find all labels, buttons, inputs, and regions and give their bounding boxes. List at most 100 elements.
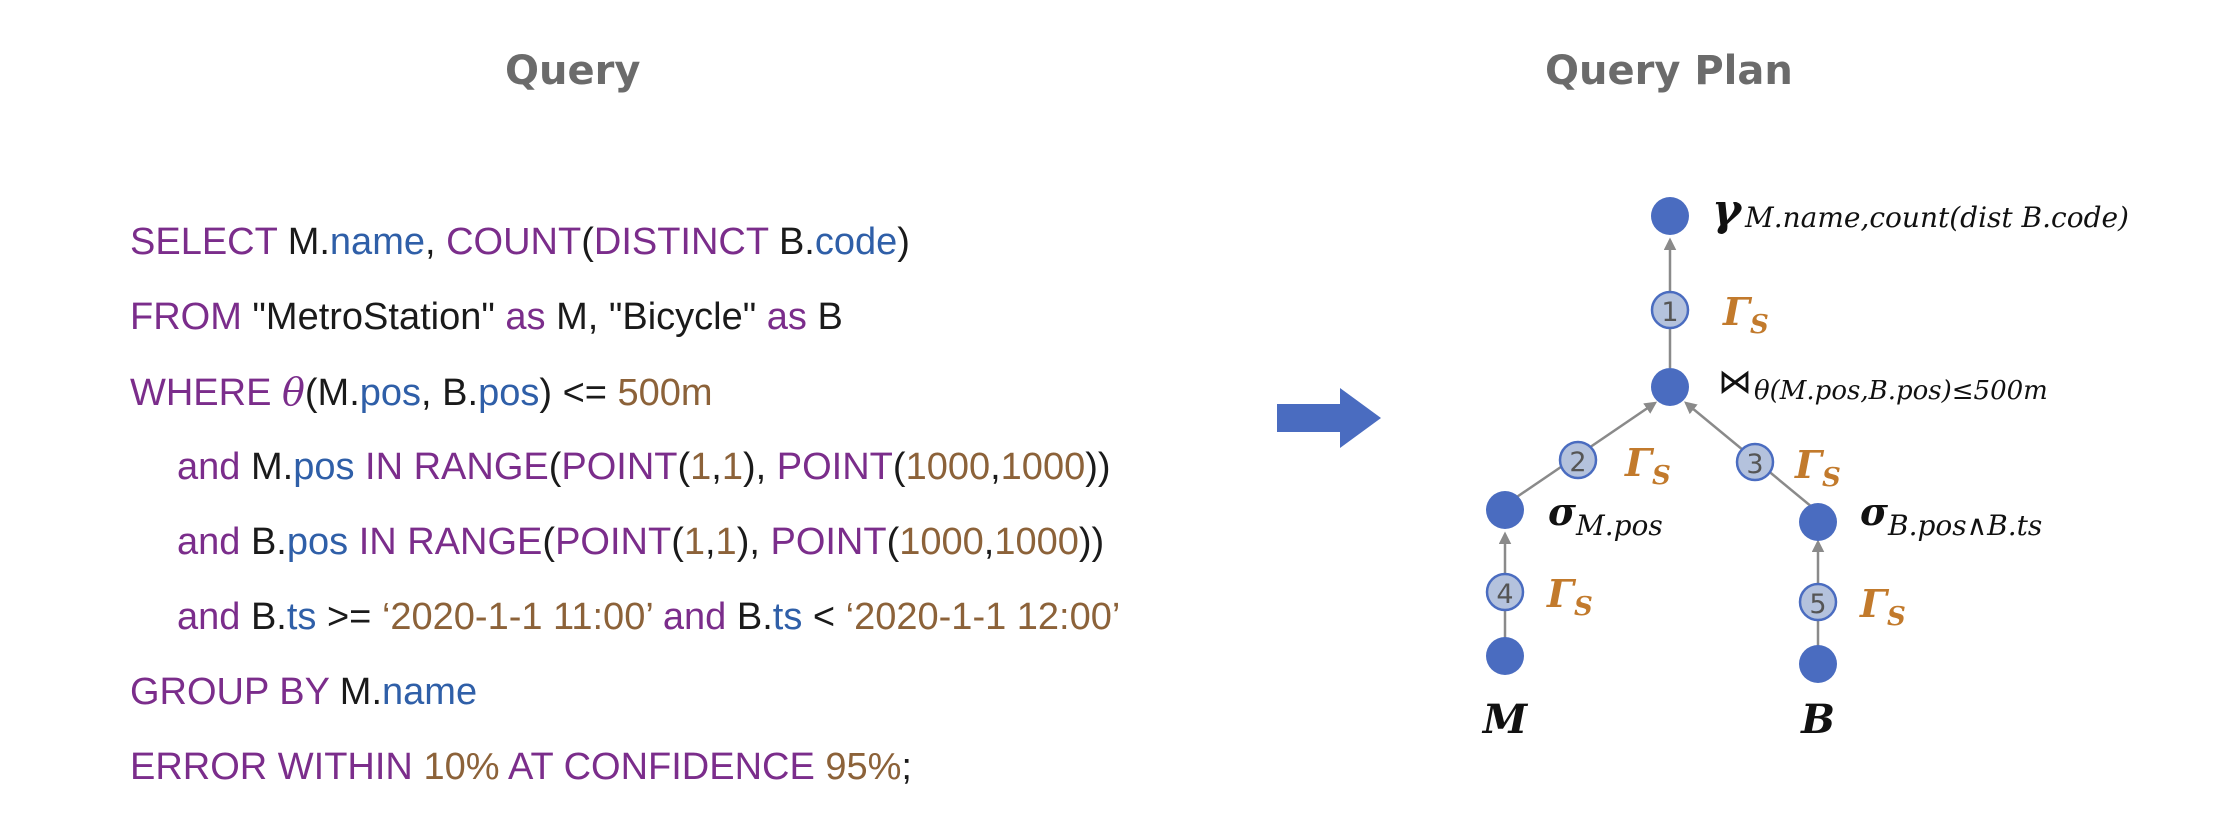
sql-token: 1000 — [994, 521, 1079, 563]
sql-token: < — [802, 596, 846, 638]
sql-token: POINT — [776, 446, 893, 488]
sql-token: ) — [897, 221, 910, 263]
gamma-label-3: ΓS — [1794, 442, 1841, 493]
sql-token: POINT — [770, 521, 887, 563]
sql-line-select: SELECT M.name, COUNT(DISTINCT B.code) — [130, 205, 1120, 280]
sql-token: 1000 — [1000, 446, 1086, 488]
select-b-symbol: σ — [1860, 489, 1889, 534]
sql-token: M, "Bicycle" — [545, 296, 767, 338]
sql-token: and — [177, 521, 241, 563]
sql-token: ; — [901, 746, 912, 788]
sql-token: )) — [1078, 521, 1105, 563]
sql-token: 1 — [683, 521, 705, 563]
sql-token: , — [711, 446, 722, 488]
sql-token: WHERE — [130, 372, 282, 414]
gamma-symbol: Γ — [1546, 571, 1577, 616]
select-m-label: σM.pos — [1548, 489, 1663, 542]
badge-2-label: 2 — [1569, 447, 1586, 478]
badge-3-label: 3 — [1746, 449, 1763, 480]
node-join — [1651, 368, 1689, 406]
gamma-subscript: S — [1750, 310, 1769, 340]
sql-token: name — [382, 671, 478, 713]
sql-token: pos — [478, 372, 540, 414]
badge-3: 3 — [1735, 442, 1775, 482]
sql-token: ‘2020-1-1 12:00’ — [845, 596, 1121, 638]
sql-token: (M. — [304, 372, 360, 414]
sql-token: 10% — [423, 746, 500, 788]
sql-token: 1 — [715, 521, 737, 563]
badge-1-label: 1 — [1661, 297, 1678, 328]
badge-5: 5 — [1798, 582, 1838, 622]
gamma-symbol: Γ — [1859, 581, 1890, 626]
sql-token: ( — [671, 521, 684, 563]
join-symbol: ⋈ — [1718, 362, 1752, 402]
sql-token: B. — [726, 596, 773, 638]
sql-line-from: FROM "MetroStation" as M, "Bicycle" as B — [130, 280, 1120, 355]
sql-token: M. — [329, 671, 383, 713]
gamma-label-5: ΓS — [1859, 581, 1906, 632]
sql-token: ( — [548, 446, 562, 488]
sql-token: B. — [768, 221, 815, 263]
sql-token: IN RANGE — [354, 446, 549, 488]
sql-token: 1 — [690, 446, 712, 488]
sql-token: as — [766, 296, 807, 338]
badge-2: 2 — [1558, 440, 1598, 480]
sql-token: POINT — [555, 521, 672, 563]
sql-token: ( — [677, 446, 691, 488]
gamma-subscript: S — [1574, 592, 1593, 622]
join-label: ⋈θ(M.pos,B.pos)≤500m — [1718, 362, 2048, 406]
sql-token: pos — [286, 521, 349, 563]
sql-token: code — [814, 221, 898, 263]
leaf-b-label: B — [1800, 696, 1835, 743]
sql-token: ts — [286, 596, 317, 638]
gamma-label-2: ΓS — [1624, 440, 1671, 491]
select-b-label: σB.pos∧B.ts — [1860, 489, 2042, 542]
sql-token: ts — [772, 596, 803, 638]
sql-token: AT CONFIDENCE — [499, 746, 826, 788]
gamma-symbol: Γ — [1794, 442, 1825, 487]
sql-token: >= — [316, 596, 382, 638]
sql-token: ( — [581, 221, 594, 263]
sql-token: 1000 — [905, 446, 991, 488]
sql-token: , — [424, 221, 447, 263]
query-plan-title: Query Plan — [1545, 48, 1793, 94]
node-leaf-b — [1799, 645, 1837, 683]
sql-line-m-range: and M.pos IN RANGE(POINT(1,1), POINT(100… — [130, 430, 1120, 505]
node-select-m — [1486, 491, 1524, 529]
sql-token: 95% — [825, 746, 902, 788]
aggregate-symbol: γ — [1712, 185, 1743, 236]
sql-token: and — [652, 596, 727, 638]
sql-token: 1000 — [899, 521, 984, 563]
node-select-b — [1799, 503, 1837, 541]
sql-token: GROUP BY — [130, 671, 330, 713]
sql-token: POINT — [561, 446, 678, 488]
sql-token: ) <= — [539, 372, 618, 414]
sql-token: 1 — [721, 446, 743, 488]
gamma-symbol: Γ — [1624, 440, 1655, 485]
sql-line-group-by: GROUP BY M.name — [130, 655, 1120, 730]
sql-token: COUNT — [446, 221, 582, 263]
node-aggregate — [1651, 197, 1689, 235]
sql-line-where: WHERE θ(M.pos, B.pos) <= 500m — [130, 355, 1120, 430]
select-m-symbol: σ — [1548, 489, 1577, 534]
aggregate-subscript: M.name,count(dist B.code) — [1744, 201, 2129, 234]
gamma-label-4: ΓS — [1546, 571, 1593, 622]
sql-line-ts-range: and B.ts >= ‘2020-1-1 11:00’ and B.ts < … — [130, 580, 1120, 655]
sql-token: θ — [282, 370, 305, 414]
sql-token: pos — [359, 372, 422, 414]
node-leaf-m — [1486, 637, 1524, 675]
leaf-m-label: M — [1481, 696, 1529, 743]
sql-token: , — [983, 521, 995, 563]
gamma-label-1: ΓS — [1722, 289, 1769, 340]
sql-token: ), — [743, 446, 777, 488]
transform-arrow — [1277, 388, 1381, 448]
gamma-subscript: S — [1887, 602, 1906, 632]
sql-token: IN RANGE — [348, 521, 543, 563]
sql-token: ( — [886, 521, 900, 563]
select-m-subscript: M.pos — [1575, 509, 1663, 542]
sql-token: ‘2020-1-1 11:00’ — [381, 596, 653, 638]
sql-token: 500m — [617, 372, 713, 414]
sql-token: pos — [293, 446, 355, 488]
sql-token: ( — [542, 521, 556, 563]
